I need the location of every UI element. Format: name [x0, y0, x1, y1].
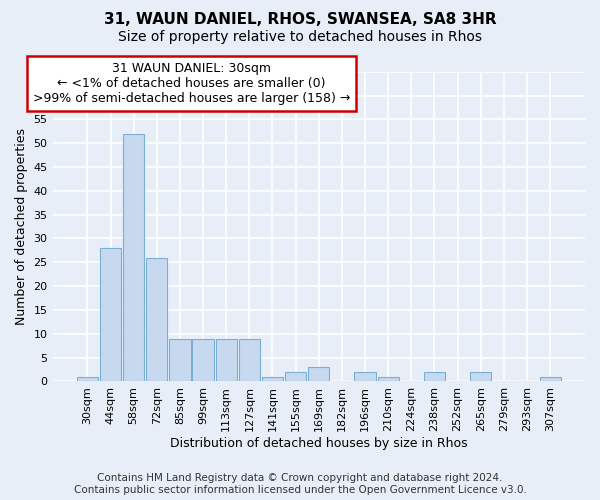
Bar — [123, 134, 145, 382]
Text: 31, WAUN DANIEL, RHOS, SWANSEA, SA8 3HR: 31, WAUN DANIEL, RHOS, SWANSEA, SA8 3HR — [104, 12, 496, 28]
Bar — [470, 372, 491, 382]
Bar — [262, 376, 283, 382]
Bar — [424, 372, 445, 382]
Bar — [355, 372, 376, 382]
Bar — [215, 338, 237, 382]
Text: 31 WAUN DANIEL: 30sqm
← <1% of detached houses are smaller (0)
>99% of semi-deta: 31 WAUN DANIEL: 30sqm ← <1% of detached … — [33, 62, 350, 105]
X-axis label: Distribution of detached houses by size in Rhos: Distribution of detached houses by size … — [170, 437, 467, 450]
Bar — [377, 376, 399, 382]
Bar — [169, 338, 191, 382]
Bar — [193, 338, 214, 382]
Bar — [146, 258, 167, 382]
Text: Size of property relative to detached houses in Rhos: Size of property relative to detached ho… — [118, 30, 482, 44]
Bar — [100, 248, 121, 382]
Bar — [77, 376, 98, 382]
Bar — [308, 367, 329, 382]
Text: Contains HM Land Registry data © Crown copyright and database right 2024.
Contai: Contains HM Land Registry data © Crown c… — [74, 474, 526, 495]
Bar — [539, 376, 561, 382]
Y-axis label: Number of detached properties: Number of detached properties — [15, 128, 28, 325]
Bar — [239, 338, 260, 382]
Bar — [285, 372, 306, 382]
